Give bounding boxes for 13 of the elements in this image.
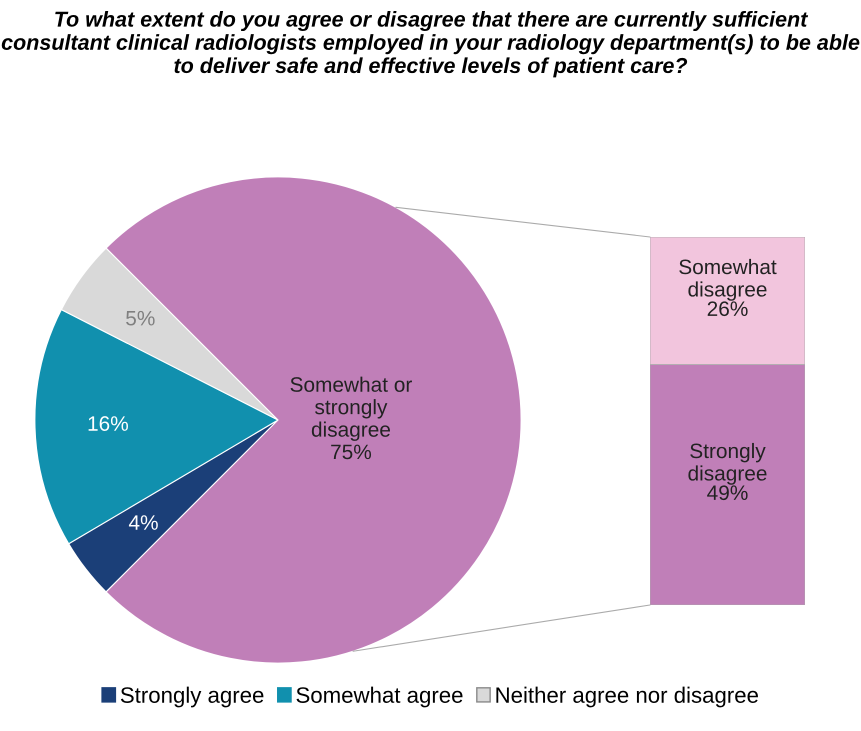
series-label: Strongly disagree (688, 442, 767, 485)
chart-title: To what extent do you agree or disagree that there are currently sufficient consultant clinical radiologists employed in your radiology department(s) to be able to deliver safe and effective levels of patient care? (2, 10, 860, 78)
slice-label: Somewhat or strongly disagree (290, 376, 412, 441)
series-label: Somewhat disagree (679, 258, 777, 301)
legend-label: Neither agree nor disagree (496, 686, 758, 708)
data-label: 26% (708, 301, 748, 316)
legend-label: Strongly agree (120, 686, 264, 708)
data-label: 4% (128, 515, 158, 530)
data-label: 49% (707, 485, 748, 500)
data-label: 16% (88, 416, 128, 431)
data-label: 75% (331, 444, 372, 460)
legend-label: Somewhat agree (296, 686, 462, 708)
data-label: 5% (126, 310, 155, 326)
